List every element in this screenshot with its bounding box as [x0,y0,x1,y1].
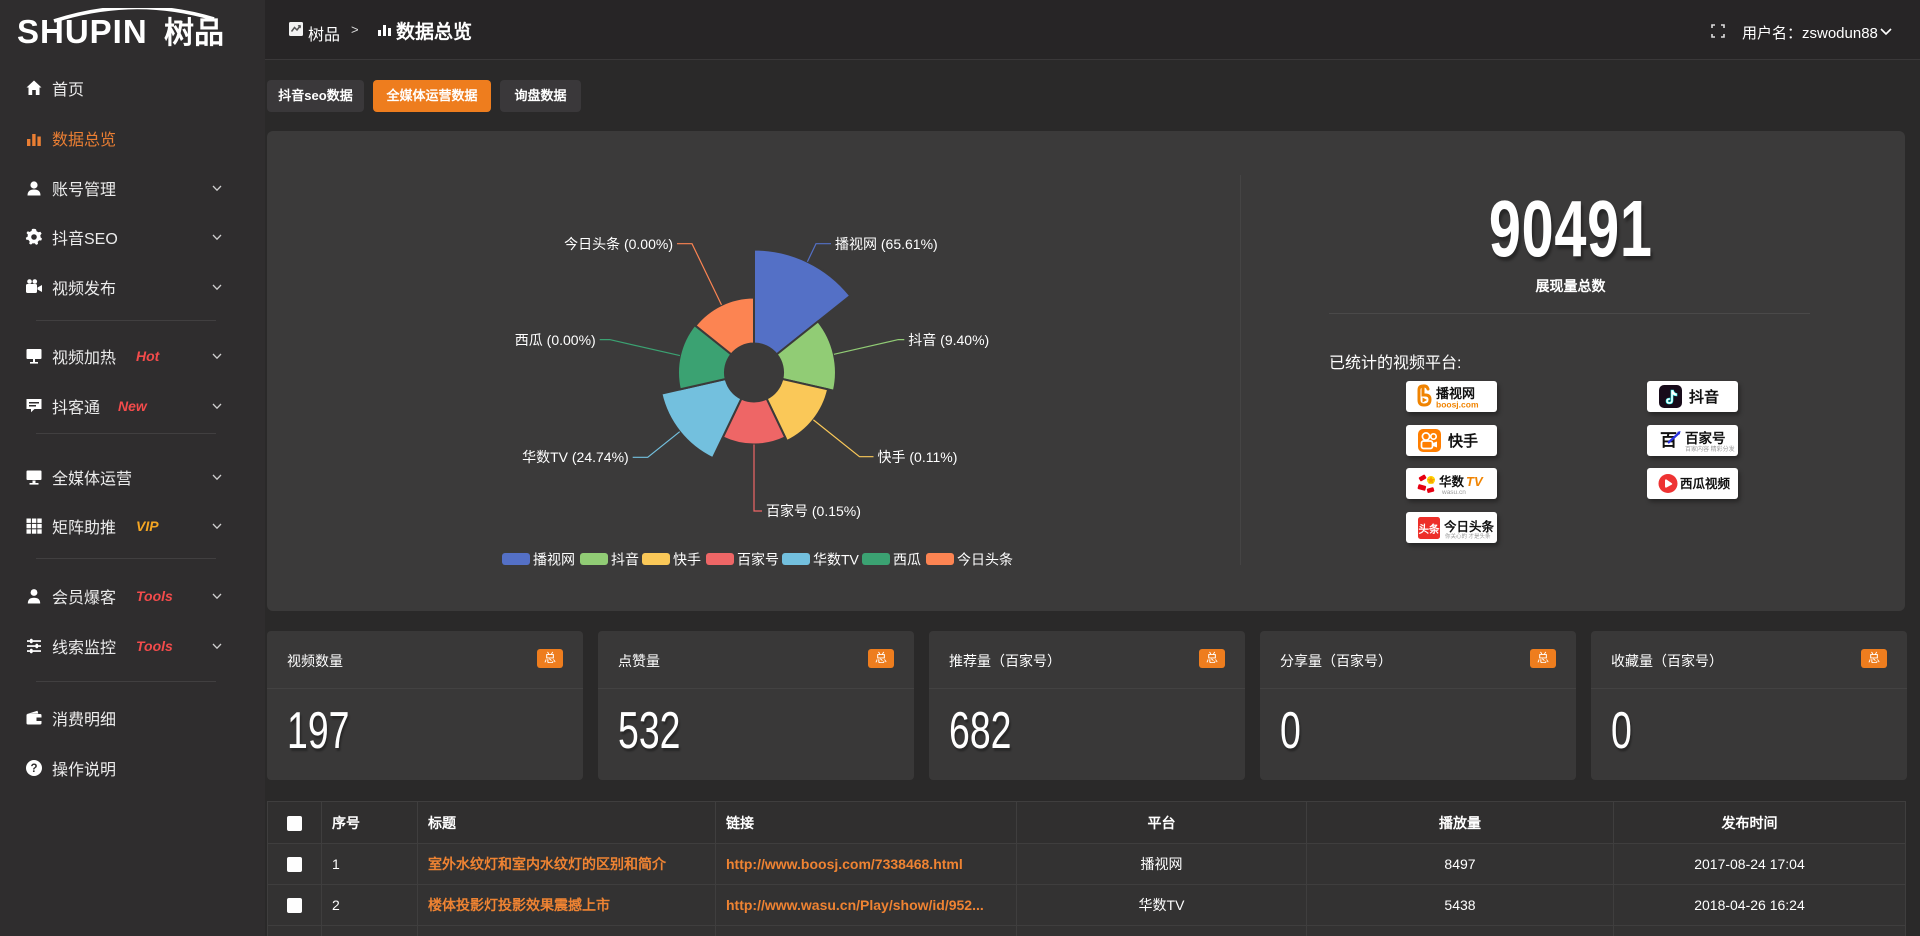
svg-text:快手: 快手 [673,552,701,568]
svg-text:西瓜: 西瓜 [893,552,921,568]
svg-text:百家号: 百家号 [1685,430,1726,446]
svg-text:华数TV: 华数TV [813,552,860,568]
svg-text:今日头条: 今日头条 [957,552,1013,568]
svg-text:百家内容 精彩分发: 百家内容 精彩分发 [1685,445,1735,453]
svg-text:西瓜 (0.00%): 西瓜 (0.00%) [515,332,596,348]
svg-text:今日头条: 今日头条 [1443,519,1495,534]
svg-text:快手: 快手 [1448,432,1478,450]
svg-text:华数: 华数 [1439,474,1465,489]
svg-text:抖音: 抖音 [1689,388,1719,406]
svg-text:快手 (0.11%): 快手 (0.11%) [878,449,958,465]
svg-text:播视网 (65.61%): 播视网 (65.61%) [835,236,938,252]
svg-text:西瓜视频: 西瓜视频 [1680,476,1731,491]
svg-text:TV: TV [1466,474,1484,489]
svg-text:抖音: 抖音 [611,552,639,568]
svg-text:华数TV (24.74%): 华数TV (24.74%) [522,449,629,465]
svg-text:SHUPIN: SHUPIN [17,13,148,48]
svg-text:你关心的 才是头条: 你关心的 才是头条 [1445,532,1491,540]
svg-text:?: ? [30,763,37,775]
svg-text:百: 百 [1660,431,1677,450]
svg-text:树品: 树品 [164,17,224,48]
svg-text:百家号 (0.15%): 百家号 (0.15%) [766,503,861,519]
svg-text:播视网: 播视网 [1436,386,1475,401]
svg-text:头条: 头条 [1419,523,1441,536]
svg-text:今日头条 (0.00%): 今日头条 (0.00%) [564,236,673,252]
svg-text:抖音 (9.40%): 抖音 (9.40%) [908,332,989,348]
svg-text:boosj.com: boosj.com [1436,400,1479,410]
svg-text:百家号: 百家号 [737,552,779,568]
svg-text:播视网: 播视网 [533,552,575,568]
svg-text:wasu.cn: wasu.cn [1441,489,1466,496]
